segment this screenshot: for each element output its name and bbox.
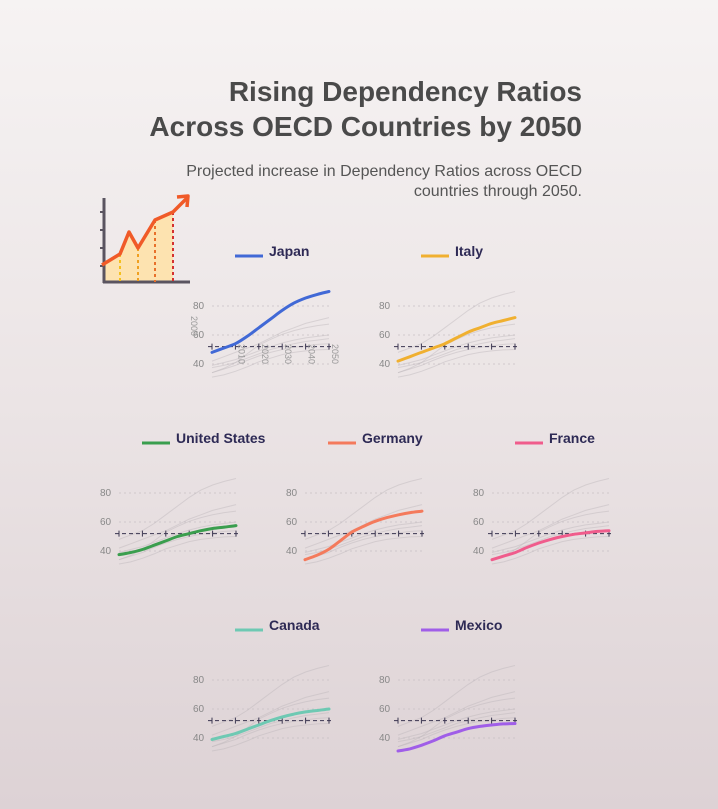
y-tick-label: 40 xyxy=(379,359,391,370)
background-series-line xyxy=(397,334,516,366)
x-tick-label: 2010 xyxy=(236,344,246,364)
panel-japan: Japan 40 60 80 2000 2010 2020 2030 2040 2050 xyxy=(189,243,340,378)
background-series-line xyxy=(211,723,330,752)
y-tick-label: 80 xyxy=(100,488,112,499)
legend-label: Japan xyxy=(269,243,309,259)
chart-title-line-1: Rising Dependency Ratios xyxy=(228,76,582,107)
series-line-france xyxy=(490,529,611,562)
y-tick-label: 40 xyxy=(473,546,485,557)
background-series-line xyxy=(118,521,237,553)
background-series-line xyxy=(397,697,516,748)
y-tick-label: 40 xyxy=(286,546,298,557)
legend-label: Mexico xyxy=(455,617,502,633)
background-series-line xyxy=(211,338,330,369)
y-tick-label: 60 xyxy=(379,330,391,341)
y-tick-label: 80 xyxy=(286,488,298,499)
background-series-line xyxy=(397,349,516,378)
background-series-line xyxy=(211,323,330,374)
background-series-line xyxy=(397,712,516,743)
background-series-line xyxy=(304,521,423,553)
background-series-line xyxy=(397,708,516,740)
background-series-line xyxy=(397,291,516,353)
legend-label: Germany xyxy=(362,430,423,446)
panel-france: France 40 60 80 xyxy=(473,430,613,565)
y-tick-label: 80 xyxy=(473,488,485,499)
x-tick-label: 2020 xyxy=(260,344,270,364)
series-line-mexico xyxy=(396,722,517,753)
y-tick-label: 60 xyxy=(379,704,391,715)
background-series-line xyxy=(118,504,237,549)
y-tick-label: 40 xyxy=(379,733,391,744)
background-series-line xyxy=(118,530,237,561)
x-tick-label: 2050 xyxy=(330,344,340,364)
y-tick-label: 60 xyxy=(100,517,112,528)
panel-canada: Canada 40 60 80 xyxy=(193,617,333,752)
background-series-line xyxy=(211,691,330,736)
chart-header: Rising Dependency Ratios Across OECD Cou… xyxy=(149,74,582,144)
background-series-line xyxy=(211,712,330,743)
background-series-line xyxy=(397,691,516,736)
background-series-line xyxy=(211,349,330,378)
chart-title-line-2: Across OECD Countries by 2050 xyxy=(149,111,582,142)
series-line-japan xyxy=(210,290,331,354)
background-series-line xyxy=(397,343,516,374)
background-series-line xyxy=(397,338,516,369)
series-line-canada xyxy=(210,707,331,741)
background-series-line xyxy=(491,521,610,553)
legend-label: France xyxy=(549,430,595,446)
panel-italy: Italy 40 60 80 xyxy=(379,243,519,378)
background-series-line xyxy=(118,536,237,565)
y-tick-label: 80 xyxy=(379,675,391,686)
y-tick-label: 40 xyxy=(193,733,205,744)
legend-label: Italy xyxy=(455,243,483,259)
background-series-line xyxy=(211,343,330,374)
background-series-line xyxy=(211,665,330,727)
y-tick-label: 60 xyxy=(286,517,298,528)
background-series-line xyxy=(211,317,330,362)
y-tick-label: 60 xyxy=(193,704,205,715)
y-tick-label: 40 xyxy=(100,546,112,557)
rising-line-chart-icon xyxy=(100,194,190,284)
background-series-line xyxy=(491,504,610,549)
y-tick-label: 80 xyxy=(379,301,391,312)
legend-label: United States xyxy=(176,430,266,446)
background-series-line xyxy=(491,536,610,565)
background-series-line xyxy=(304,525,423,556)
background-series-line xyxy=(304,536,423,565)
chart-subtitle: Projected increase in Dependency Ratios … xyxy=(186,163,582,200)
background-series-line xyxy=(211,717,330,748)
background-series-line xyxy=(397,323,516,374)
background-series-line xyxy=(491,525,610,556)
background-series-line xyxy=(397,717,516,748)
x-tick-label: 2040 xyxy=(307,344,317,364)
background-series-line xyxy=(304,530,423,561)
icon-trend-line xyxy=(101,196,189,267)
background-series-line xyxy=(304,478,423,540)
y-tick-label: 80 xyxy=(193,301,205,312)
y-tick-label: 60 xyxy=(473,517,485,528)
panel-mexico: Mexico 40 60 80 xyxy=(379,617,519,753)
background-series-line xyxy=(211,697,330,748)
x-tick-label: 2000 xyxy=(189,316,199,336)
series-line-united-states xyxy=(117,524,238,557)
x-tick-label: 2030 xyxy=(283,344,293,364)
y-tick-label: 40 xyxy=(193,359,205,370)
icon-arrow-head xyxy=(176,194,190,208)
panel-germany: Germany 40 60 80 xyxy=(286,430,426,565)
background-series-line xyxy=(118,478,237,540)
panel-united-states: United States 40 60 80 xyxy=(100,430,266,565)
y-tick-label: 60 xyxy=(193,330,205,341)
background-series-line xyxy=(211,334,330,366)
y-tick-label: 80 xyxy=(193,675,205,686)
legend-label: Canada xyxy=(269,617,320,633)
series-line-italy xyxy=(396,316,517,363)
series-line-germany xyxy=(303,509,424,562)
background-series-line xyxy=(491,510,610,561)
background-series-line xyxy=(397,665,516,727)
background-series-line xyxy=(491,478,610,540)
